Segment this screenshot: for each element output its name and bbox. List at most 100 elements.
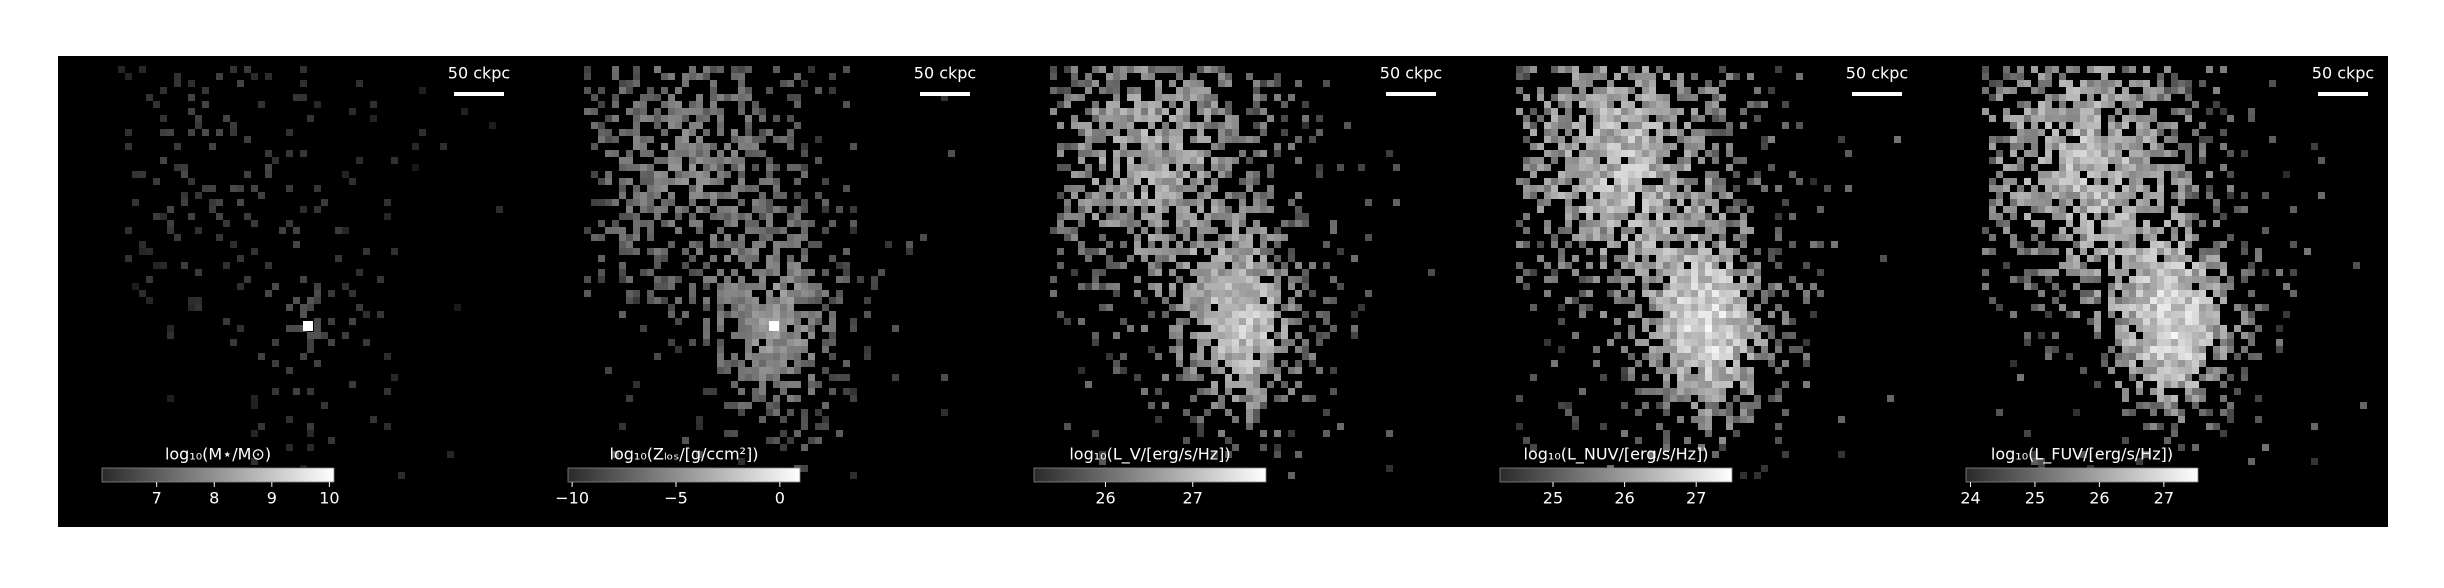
pixel [2157, 129, 2164, 136]
pixel [766, 402, 773, 409]
pixel [1880, 255, 1887, 262]
pixel [2136, 262, 2143, 269]
pixel [1211, 388, 1218, 395]
pixel [2136, 283, 2143, 290]
pixel [717, 115, 724, 122]
pixel [766, 297, 773, 304]
pixel [773, 206, 780, 213]
pixel [2171, 164, 2178, 171]
pixel [1274, 234, 1281, 241]
pixel [1134, 220, 1141, 227]
pixel [1726, 248, 1733, 255]
pixel [1607, 150, 1614, 157]
pixel [731, 297, 738, 304]
pixel [689, 199, 696, 206]
pixel [1085, 255, 1092, 262]
pixel [738, 360, 745, 367]
pixel [2157, 360, 2164, 367]
pixel [752, 164, 759, 171]
pixel [633, 108, 640, 115]
pixel [1649, 171, 1656, 178]
pixel [1246, 325, 1253, 332]
pixel [1982, 248, 1989, 255]
pixel [1831, 241, 1838, 248]
pixel [1302, 220, 1309, 227]
pixel [2171, 353, 2178, 360]
pixel [2031, 87, 2038, 94]
pixel [1600, 101, 1607, 108]
pixel [1169, 94, 1176, 101]
pixel [1726, 409, 1733, 416]
pixel [1712, 360, 1719, 367]
pixel [626, 157, 633, 164]
pixel [2220, 325, 2227, 332]
pixel [1796, 73, 1803, 80]
pixel [2073, 241, 2080, 248]
pixel [801, 164, 808, 171]
pixel [2171, 150, 2178, 157]
pixel [1246, 171, 1253, 178]
pixel [1656, 150, 1663, 157]
pixel [801, 199, 808, 206]
pixel [1393, 199, 1400, 206]
pixel [1579, 290, 1586, 297]
pixel [1246, 395, 1253, 402]
pixel [1600, 87, 1607, 94]
pixel [2059, 136, 2066, 143]
pixel [1684, 136, 1691, 143]
pixel [2241, 374, 2248, 381]
pixel [1120, 185, 1127, 192]
pixel [1726, 346, 1733, 353]
pixel [1726, 353, 1733, 360]
pixel [1267, 318, 1274, 325]
pixel [745, 353, 752, 360]
pixel [1085, 381, 1092, 388]
pixel [794, 206, 801, 213]
pixel [1120, 262, 1127, 269]
pixel [1600, 115, 1607, 122]
pixel [2318, 157, 2325, 164]
pixel [1134, 115, 1141, 122]
pixel [1996, 199, 2003, 206]
pixel [1705, 395, 1712, 402]
pixel [160, 87, 167, 94]
colorbar-tick-label: 26 [1095, 489, 1115, 508]
pixel [1733, 157, 1740, 164]
pixel [731, 430, 738, 437]
pixel [1253, 304, 1260, 311]
pixel [1141, 136, 1148, 143]
pixel [2059, 290, 2066, 297]
pixel [1628, 101, 1635, 108]
pixel [342, 283, 349, 290]
pixel [2017, 129, 2024, 136]
pixel [1600, 234, 1607, 241]
pixel [787, 143, 794, 150]
pixel [1092, 283, 1099, 290]
pixel [1747, 269, 1754, 276]
pixel [2206, 423, 2213, 430]
pixel [2080, 87, 2087, 94]
pixel [1113, 122, 1120, 129]
pixel [2206, 339, 2213, 346]
pixel [1754, 332, 1761, 339]
pixel [2143, 129, 2150, 136]
pixel [1628, 164, 1635, 171]
pixel [2178, 297, 2185, 304]
pixel [1211, 353, 1218, 360]
pixel [682, 437, 689, 444]
pixel [2031, 458, 2038, 465]
pixel [1586, 150, 1593, 157]
pixel [2059, 108, 2066, 115]
pixel [2101, 171, 2108, 178]
pixel [626, 234, 633, 241]
pixel [2094, 143, 2101, 150]
pixel [1719, 332, 1726, 339]
pixel [731, 94, 738, 101]
pixel [1274, 255, 1281, 262]
pixel [244, 171, 251, 178]
pixel [1218, 395, 1225, 402]
pixel [1740, 318, 1747, 325]
pixel [1719, 367, 1726, 374]
pixel [2129, 241, 2136, 248]
pixel [773, 346, 780, 353]
